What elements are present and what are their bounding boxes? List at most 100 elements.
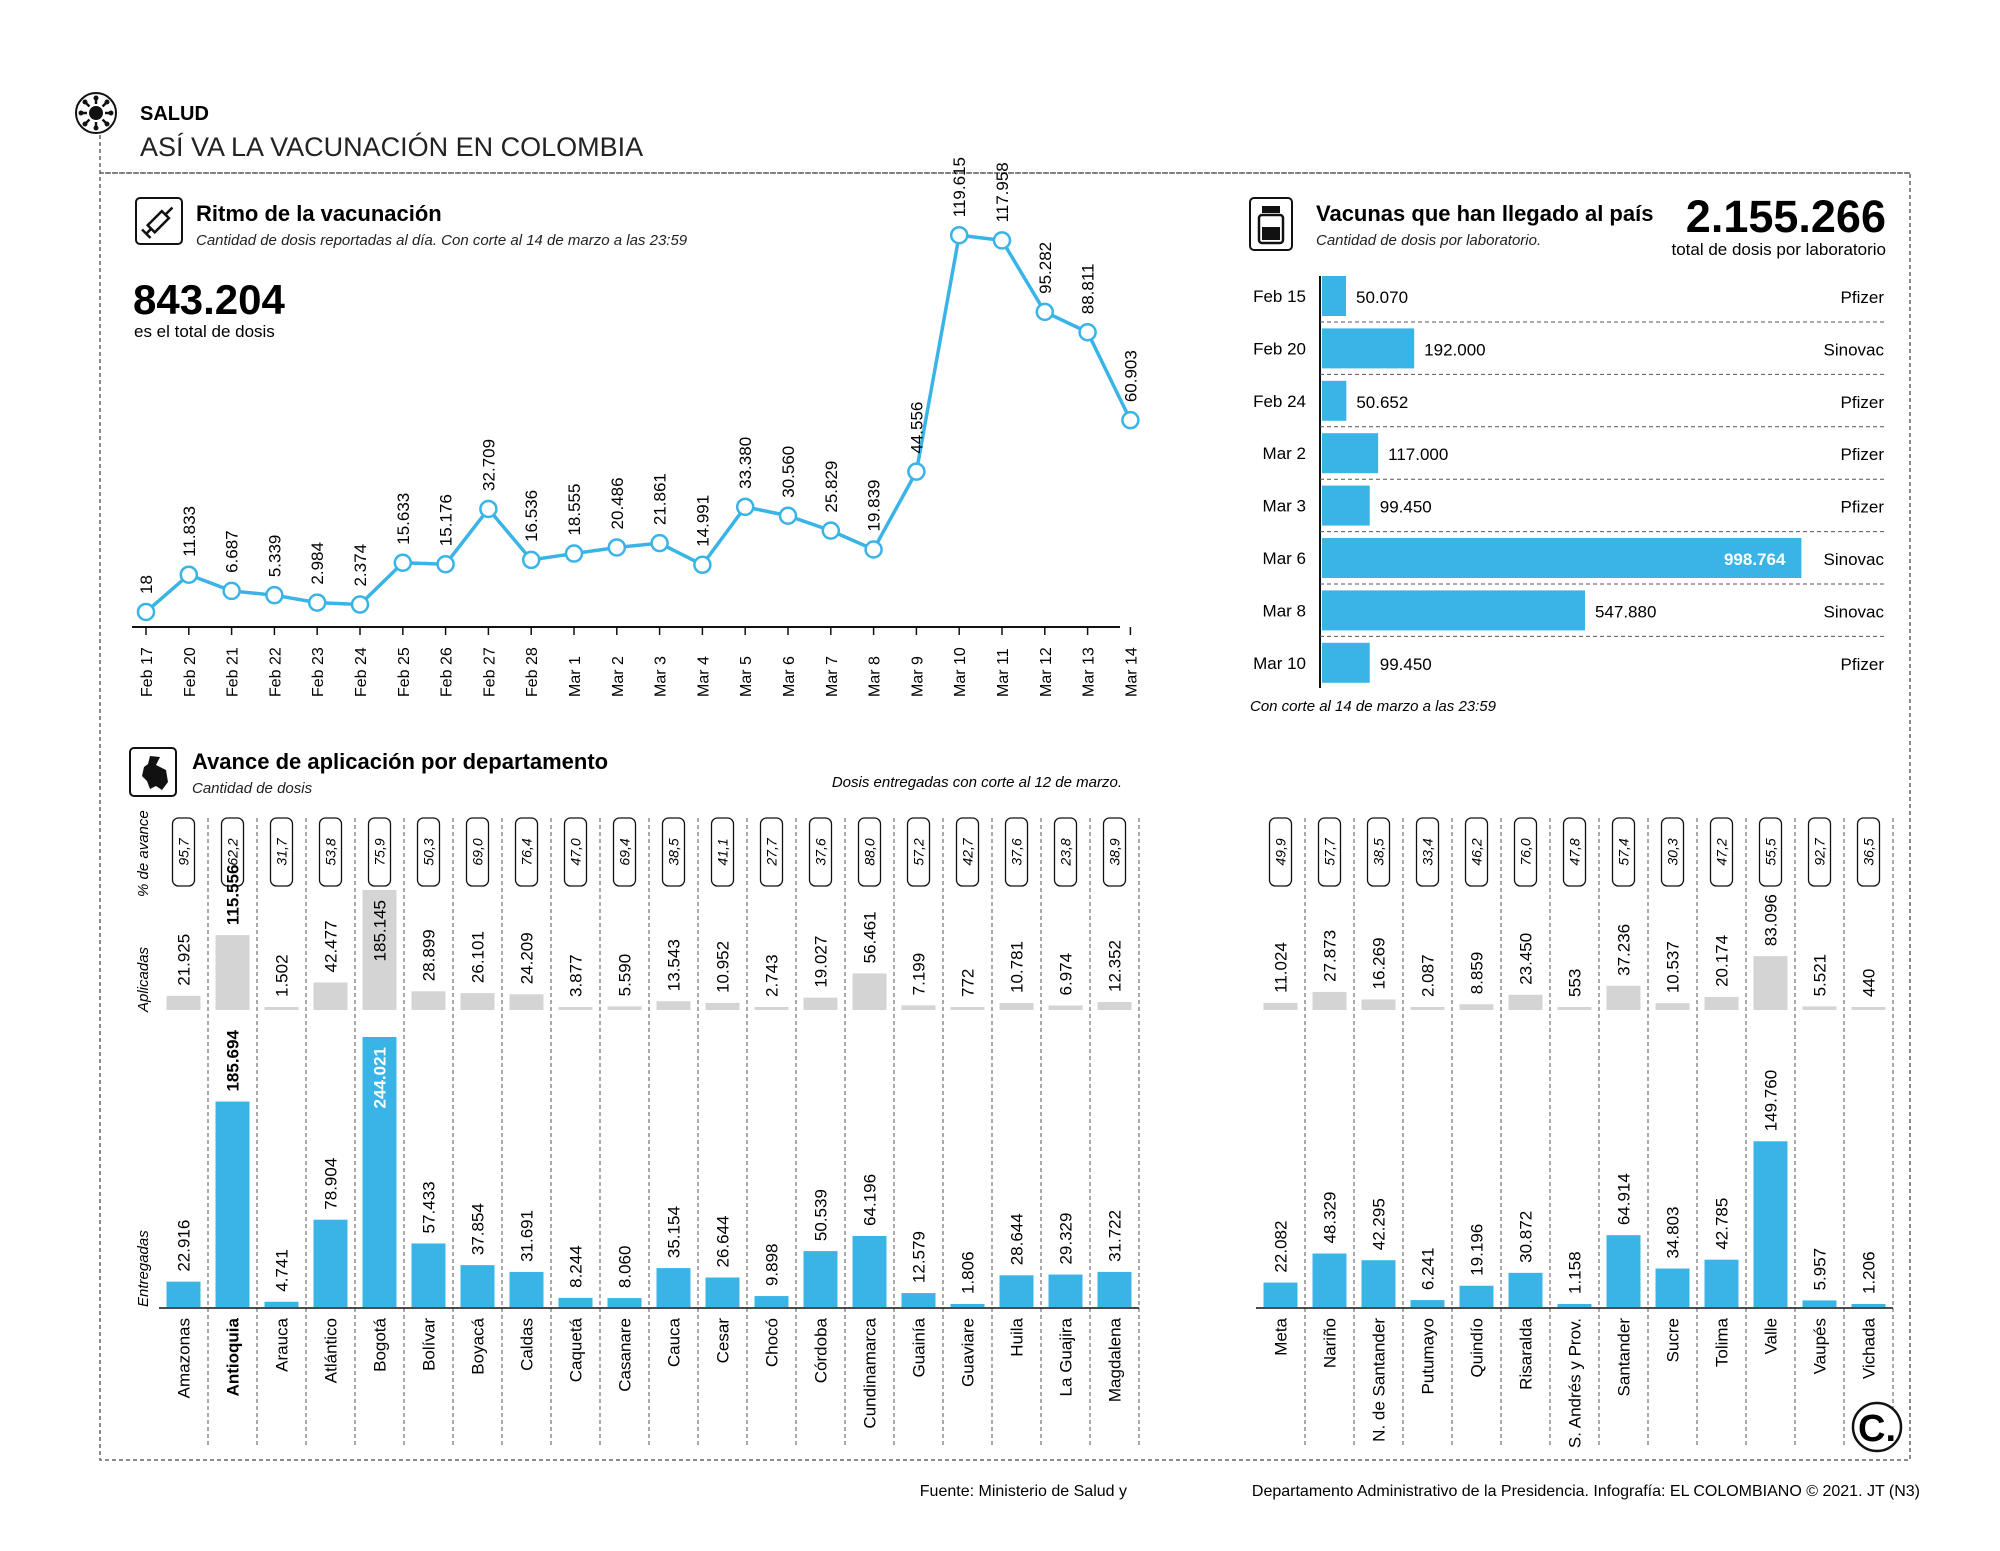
progress-badge <box>1513 817 1538 887</box>
x-tick-label: Feb 25 <box>396 647 413 697</box>
applied-bar <box>1802 1006 1837 1010</box>
department-label: Nariño <box>1321 1318 1340 1368</box>
department-label: La Guajira <box>1057 1317 1076 1396</box>
applied-bar <box>1606 985 1641 1010</box>
delivered-value: 8.060 <box>616 1246 635 1289</box>
department-label: Boyacá <box>469 1317 488 1374</box>
progress-badge <box>171 817 196 887</box>
progress-value: 57,4 <box>1616 838 1632 865</box>
data-label: 20.486 <box>608 477 627 529</box>
applied-value: 83.096 <box>1762 894 1781 946</box>
progress-value: 38,5 <box>1371 838 1387 865</box>
delivered-value: 34.803 <box>1664 1206 1683 1258</box>
applied-value: 1.502 <box>273 954 292 997</box>
progress-value: 47,8 <box>1567 838 1583 865</box>
department-label: Arauca <box>273 1317 292 1371</box>
department-label: Putumayo <box>1419 1318 1438 1395</box>
progress-value: 76,4 <box>519 838 535 865</box>
delivered-bar <box>362 1037 397 1307</box>
data-point <box>907 462 926 481</box>
applied-bar <box>166 995 201 1010</box>
delivered-bar <box>656 1268 691 1307</box>
department-label: Atlántico <box>322 1318 341 1383</box>
value-label: 99.450 <box>1380 498 1432 517</box>
applied-bar <box>803 997 838 1010</box>
category-label: Mar 3 <box>1263 497 1306 516</box>
data-label: 14.991 <box>693 495 712 547</box>
progress-value: 50,3 <box>421 838 437 865</box>
department-label: N. de Santander <box>1370 1318 1389 1442</box>
arrivals-total-label: total de dosis por laboratorio <box>1671 240 1886 259</box>
department-label: Cauca <box>665 1317 684 1367</box>
data-point <box>521 550 541 570</box>
applied-value: 6.974 <box>1057 953 1076 996</box>
department-label: Magdalena <box>1106 1317 1125 1402</box>
rhythm-total-label: es el total de dosis <box>134 322 275 341</box>
data-point <box>1035 302 1055 322</box>
department-label: Vaupés <box>1811 1318 1830 1374</box>
data-point <box>436 554 455 574</box>
arrivals-note: Con corte al 14 de marzo a las 23:59 <box>1250 698 1497 715</box>
x-tick-label: Mar 4 <box>695 656 712 697</box>
applied-value: 10.952 <box>714 941 733 993</box>
line-chart: 18 Feb 17 11.833 Feb 20 6.687 Feb 21 5.339 Feb … <box>132 157 1140 697</box>
progress-value: 95,7 <box>176 837 192 865</box>
progress-value: 69,0 <box>470 838 486 865</box>
applied-value: 28.899 <box>420 929 439 981</box>
category-label: Mar 6 <box>1263 549 1306 568</box>
data-point <box>393 553 413 573</box>
x-tick-label: Mar 12 <box>1038 647 1055 697</box>
frame-border <box>99 135 1911 1461</box>
delivered-bar <box>1312 1253 1347 1307</box>
department-label: Casanare <box>616 1318 635 1392</box>
virus-icon <box>75 92 117 134</box>
arrival-bar <box>1322 328 1415 369</box>
applied-bar <box>215 935 250 1010</box>
progress-value: 38,9 <box>1107 838 1123 865</box>
progress-value: 69,4 <box>617 838 633 865</box>
x-tick-label: Mar 5 <box>738 656 755 697</box>
applied-value: 10.781 <box>1008 941 1027 993</box>
progress-badge <box>955 817 980 887</box>
progress-badge <box>661 817 686 887</box>
value-label: 547.880 <box>1595 602 1656 621</box>
footer-source: Fuente: Ministerio de Salud y <box>920 1483 1127 1500</box>
applied-value: 21.925 <box>175 934 194 986</box>
applied-value: 5.590 <box>616 954 635 997</box>
progress-value: 31,7 <box>274 837 290 865</box>
delivered-bar <box>1361 1260 1396 1307</box>
applied-bar <box>1459 1004 1494 1010</box>
delivered-bar <box>460 1265 495 1307</box>
data-label: 16.536 <box>522 490 541 542</box>
progress-badge <box>857 817 882 887</box>
data-label: 2.984 <box>308 542 327 585</box>
progress-badge <box>1415 817 1440 887</box>
arrival-bar <box>1322 276 1347 316</box>
applied-bar <box>1263 1002 1298 1010</box>
x-tick-label: Feb 27 <box>481 647 498 697</box>
delivered-bar <box>705 1277 740 1307</box>
progress-badge <box>367 817 392 887</box>
x-tick-label: Mar 6 <box>781 656 798 697</box>
progress-value: 37,6 <box>813 838 829 865</box>
applied-bar <box>1048 1005 1083 1010</box>
department-label: Sucre <box>1664 1318 1683 1362</box>
delivered-bar <box>1655 1268 1690 1307</box>
delivered-value: 29.329 <box>1057 1213 1076 1265</box>
data-point <box>307 593 327 612</box>
delivered-value: 149.760 <box>1762 1070 1781 1131</box>
x-tick-label: Mar 1 <box>567 656 584 697</box>
applied-bar <box>411 991 446 1010</box>
x-tick-label: Mar 14 <box>1123 647 1140 697</box>
department-label: Córdoba <box>812 1317 831 1383</box>
delivered-bar <box>1753 1141 1788 1307</box>
progress-badge <box>759 817 784 887</box>
delivered-value: 9.898 <box>763 1244 782 1287</box>
applied-value: 185.145 <box>371 900 390 961</box>
applied-bar <box>1655 1003 1690 1010</box>
data-label: 88.811 <box>1079 264 1098 315</box>
applied-value: 772 <box>959 969 978 997</box>
data-label: 19.839 <box>865 480 884 532</box>
